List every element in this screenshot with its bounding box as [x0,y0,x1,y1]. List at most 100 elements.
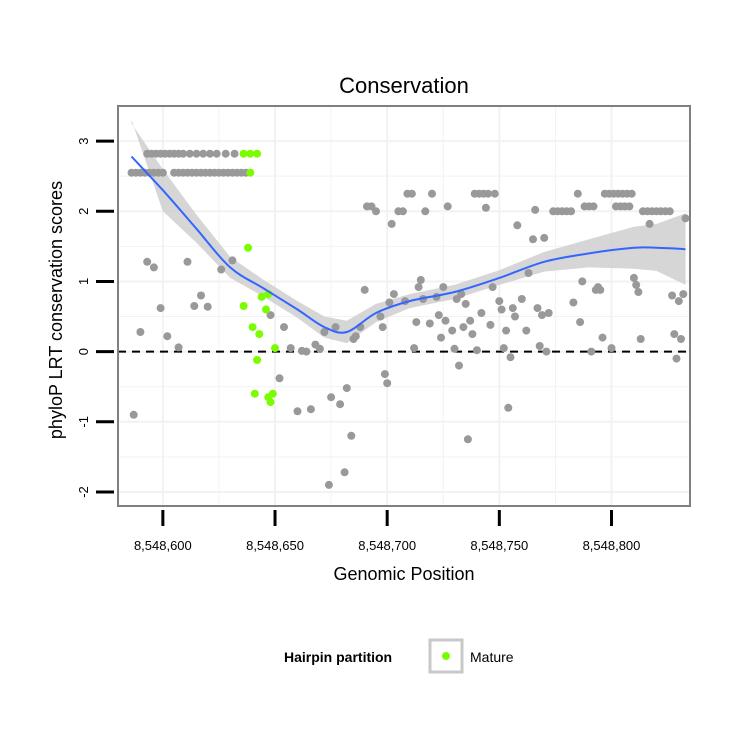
point-mature-3 [246,168,255,177]
point-other-56 [280,323,288,332]
point-other-150 [569,298,578,307]
point-mature-7 [255,330,264,339]
point-other-102 [439,283,448,292]
point-other-66 [327,393,336,402]
point-mature-16 [271,344,279,353]
point-other-185 [665,207,674,216]
point-other-67 [331,323,340,332]
point-other-104 [443,202,452,211]
point-other-136 [524,269,533,277]
point-other-7 [158,168,167,177]
point-other-144 [544,309,553,317]
point-other-112 [463,435,472,444]
point-other-160 [596,285,605,294]
point-other-41 [129,410,138,419]
x-tick-label-2: 8,548,700 [358,538,416,553]
point-other-97 [425,319,434,328]
point-mature-6 [248,323,257,332]
point-other-190 [677,335,685,343]
point-other-152 [576,318,585,327]
point-other-139 [533,304,542,313]
point-other-120 [481,203,490,212]
point-other-52 [217,265,226,274]
point-other-17 [185,149,194,158]
point-other-90 [407,189,416,198]
y-tick-label-0: -2 [76,486,91,498]
x-axis: 8,548,600 8,548,650 8,548,700 8,548,750 8,54… [134,510,640,553]
point-other-121 [484,189,493,198]
point-other-65 [324,480,333,489]
point-other-174 [629,273,638,282]
point-other-156 [587,347,596,356]
point-other-164 [607,344,616,353]
point-mature-5 [239,302,248,310]
point-other-192 [681,214,690,223]
confidence-band [131,120,686,344]
point-other-109 [457,290,466,299]
confidence-band-area [131,120,686,344]
point-other-173 [625,202,634,211]
point-other-69 [340,468,349,477]
point-mature-2 [253,149,262,158]
point-other-91 [410,344,419,353]
point-other-22 [221,149,230,158]
point-other-46 [163,332,172,341]
point-other-189 [674,297,683,306]
point-other-21 [212,149,221,158]
point-other-49 [190,302,199,310]
point-mature-1 [246,149,255,158]
point-other-50 [197,291,205,300]
point-other-23 [230,149,239,158]
point-mature-11 [253,356,262,364]
point-other-93 [414,283,423,292]
point-other-47 [174,343,183,352]
y-tick-label-1: -1 [76,416,91,428]
y-axis: -2 -1 0 1 2 3 [76,137,114,498]
smooth-trend-line [130,155,686,334]
point-other-94 [416,276,425,284]
x-tick-label-0: 8,548,600 [134,538,192,553]
point-other-187 [670,330,679,339]
point-other-137 [529,235,537,244]
point-other-126 [497,305,506,314]
y-tick-label-5: 3 [76,137,91,144]
chart-title: Conservation [339,73,469,98]
point-other-80 [378,323,387,332]
point-other-51 [203,302,212,311]
point-other-180 [645,219,654,228]
y-axis-title: phyloP LRT conservation scores [46,181,66,439]
point-other-68 [336,400,345,409]
point-other-87 [398,207,407,216]
legend: Hairpin partition Mature [284,638,514,674]
legend-label-mature: Mature [470,649,514,665]
point-other-106 [450,344,459,353]
point-other-110 [459,323,468,332]
point-other-133 [513,221,522,230]
point-other-116 [472,346,481,355]
point-other-161 [598,333,607,342]
point-other-105 [448,326,457,335]
point-other-191 [679,290,688,299]
point-other-138 [531,205,540,214]
x-tick-label-4: 8,548,800 [583,538,641,553]
point-other-75 [360,285,369,294]
point-other-98 [428,189,436,198]
point-other-18 [192,149,201,158]
point-other-63 [315,344,324,353]
point-other-71 [347,431,356,440]
y-tick-label-4: 2 [76,208,91,215]
y-tick-label-2: 0 [76,348,91,355]
point-other-82 [383,379,392,388]
point-other-108 [455,361,463,370]
point-other-135 [522,326,531,335]
point-other-19 [199,149,208,158]
point-other-16 [179,149,188,158]
point-other-48 [183,257,192,266]
x-tick-label-1: 8,548,650 [246,538,304,553]
point-other-177 [636,335,645,343]
point-other-70 [342,384,351,393]
point-mature-0 [239,149,248,158]
point-other-132 [511,312,519,321]
point-other-55 [275,374,284,383]
point-other-118 [477,309,486,317]
